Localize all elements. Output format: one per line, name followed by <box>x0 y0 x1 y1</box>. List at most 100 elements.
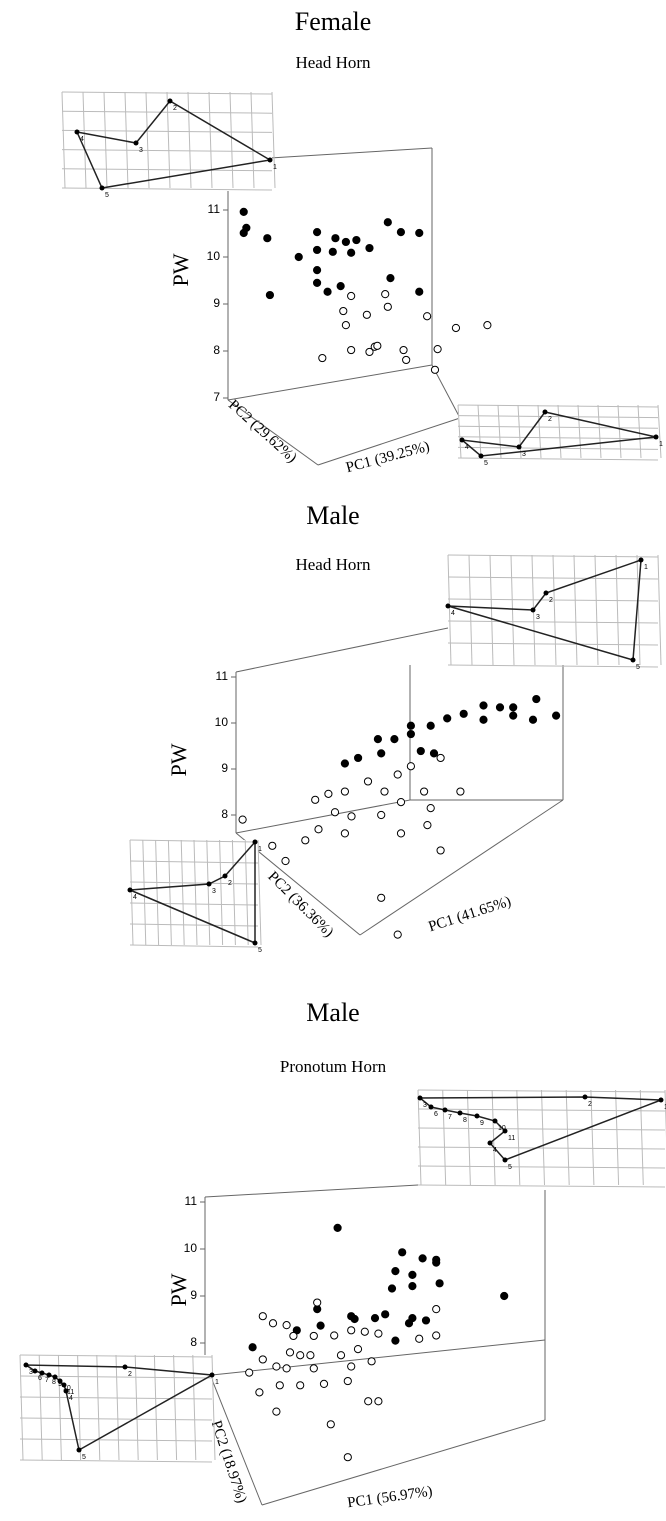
landmark-outline <box>23 1364 215 1452</box>
point <box>416 746 425 756</box>
point <box>238 815 247 824</box>
point <box>396 227 406 237</box>
point <box>306 1351 315 1360</box>
landmark-outline <box>129 840 256 945</box>
point <box>336 1351 346 1360</box>
landmark <box>457 1110 463 1116</box>
inset-grid-line <box>61 129 273 133</box>
inset-grid-line <box>457 415 659 419</box>
inset-grid-line <box>457 457 659 461</box>
point <box>365 243 374 253</box>
landmark-label: 2 <box>548 416 552 423</box>
point <box>275 1381 284 1390</box>
point <box>443 714 452 723</box>
point <box>324 789 333 798</box>
inset-grid-line <box>19 1459 213 1463</box>
point <box>500 1291 509 1301</box>
point <box>433 345 442 354</box>
point <box>272 1362 281 1371</box>
inset-grid-line <box>447 598 659 602</box>
point <box>426 721 435 730</box>
inset-grid-line <box>457 404 462 459</box>
inset-grid-line <box>82 91 87 189</box>
inset-grid-line <box>417 1089 422 1186</box>
point <box>365 347 374 357</box>
point <box>436 846 445 855</box>
point <box>333 1223 342 1232</box>
box-edge <box>211 1339 546 1376</box>
landmark-label: 6 <box>434 1111 438 1118</box>
inset-grid-line <box>19 1354 24 1461</box>
point <box>258 1312 267 1321</box>
box-edge <box>235 627 449 673</box>
landmark-label: 3 <box>522 451 526 458</box>
point <box>479 715 488 724</box>
landmark-label: 5 <box>484 460 488 467</box>
point <box>432 1331 441 1340</box>
point <box>391 1336 400 1345</box>
y-tick-label: 8 <box>213 343 220 357</box>
z-axis-label: PC2 (36.36%) <box>264 869 336 941</box>
landmark <box>46 1372 52 1378</box>
point <box>370 1313 380 1323</box>
landmark <box>167 98 173 104</box>
y-tick-label: 11 <box>208 202 221 216</box>
landmark-label: 8 <box>463 1117 467 1124</box>
inset-grid-line <box>229 91 234 189</box>
box-edge <box>261 1419 546 1506</box>
inset-grid-line <box>142 839 147 946</box>
inset-grid-line <box>77 1354 82 1461</box>
y-axis-label: PW <box>166 743 191 776</box>
inset-grid-line <box>657 554 662 666</box>
landmark-label: 4 <box>69 1395 73 1402</box>
landmark-label: 3 <box>139 147 143 154</box>
inset-grid-line <box>57 1354 62 1461</box>
inset-grid-line <box>491 1089 496 1186</box>
inset-grid-line <box>19 1417 213 1421</box>
landmark <box>222 873 228 879</box>
landmark <box>267 157 273 163</box>
point <box>377 893 386 902</box>
box-edge <box>317 417 461 466</box>
point <box>396 829 406 838</box>
box-edge <box>227 399 319 466</box>
point <box>429 749 439 758</box>
point <box>415 287 424 296</box>
inset-grid-line <box>565 1089 570 1186</box>
y-tick-label: 8 <box>190 1335 197 1349</box>
landmark <box>638 557 644 563</box>
landmark <box>445 603 451 609</box>
box-edge <box>227 364 433 401</box>
landmark <box>428 1104 434 1110</box>
point <box>408 1282 417 1291</box>
point <box>314 825 323 834</box>
point <box>396 798 406 807</box>
point <box>352 235 361 245</box>
box-edge <box>431 364 461 419</box>
point <box>343 1376 352 1386</box>
landmark <box>542 409 548 415</box>
landmark-outline <box>417 1096 662 1161</box>
point <box>309 1364 318 1373</box>
landmark-label: 11 <box>67 1389 74 1396</box>
inset-grid-line <box>417 1108 666 1112</box>
inset-grid-line <box>103 91 108 189</box>
inset-grid-line <box>468 554 473 666</box>
landmark <box>206 881 212 887</box>
point <box>373 341 382 350</box>
inset-grid-line <box>447 554 452 666</box>
point <box>390 735 399 744</box>
landmark-label: 9 <box>480 1120 484 1127</box>
chart-subtitle: Pronotum Horn <box>280 1057 387 1076</box>
inset-grid-line <box>250 91 255 189</box>
inset-grid-line <box>636 554 641 666</box>
point <box>377 749 386 758</box>
inset-grid-line <box>61 187 273 191</box>
landmark-label: 5 <box>636 664 640 671</box>
point <box>374 1397 383 1406</box>
inset-grid-line <box>124 91 129 189</box>
inset-grid-line <box>477 404 482 459</box>
landmark <box>478 453 484 459</box>
inset-grid-line <box>510 554 515 666</box>
inset-grid-line <box>61 91 273 95</box>
